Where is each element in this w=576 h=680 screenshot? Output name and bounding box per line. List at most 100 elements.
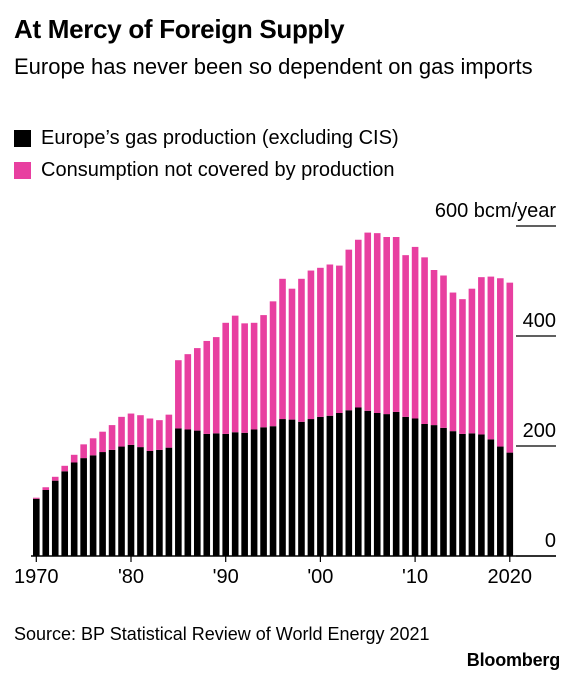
bar-gap-1982 (146, 418, 154, 451)
bar-production-1986 (184, 429, 192, 556)
y-tick-label-600: 600 bcm/year (435, 200, 557, 222)
bar-production-2005 (364, 410, 372, 556)
bar-production-2002 (336, 413, 343, 556)
legend-swatch-production (14, 129, 31, 147)
bar-gap-1993 (250, 322, 258, 430)
bar-production-2011 (421, 424, 428, 556)
bar-production-1971 (42, 490, 50, 556)
bar-gap-2019 (497, 278, 504, 447)
bar-production-1985 (175, 428, 182, 556)
bar-gap-1973 (61, 465, 69, 472)
bar-gap-2001 (326, 264, 334, 416)
bar-production-1974 (70, 462, 78, 556)
bar-production-1995 (269, 426, 277, 556)
bar-gap-2008 (392, 237, 400, 412)
bar-gap-2011 (421, 257, 428, 424)
source-note: Source: BP Statistical Review of World E… (14, 624, 430, 644)
bar-production-1970 (33, 498, 40, 556)
bar-production-2010 (411, 418, 419, 556)
bar-gap-2004 (354, 239, 362, 408)
bar-gap-1984 (165, 414, 173, 448)
x-tick-label-2010: '10 (402, 566, 428, 588)
bar-production-2013 (440, 427, 447, 556)
bar-gap-1978 (108, 425, 116, 450)
bar-production-1983 (156, 449, 163, 556)
bar-gap-2017 (478, 277, 485, 435)
x-tick-label-1970: 1970 (14, 566, 59, 588)
bar-production-1989 (212, 433, 220, 556)
bar-production-2008 (392, 411, 400, 556)
bar-production-2000 (317, 416, 324, 556)
bar-gap-2016 (468, 288, 476, 434)
legend-label-gap: Consumption not covered by production (41, 158, 395, 181)
bar-gap-2014 (449, 292, 457, 432)
bar-gap-2005 (364, 232, 372, 411)
bar-production-1996 (279, 419, 286, 556)
bar-gap-1997 (288, 288, 296, 420)
bar-gap-1977 (99, 431, 106, 453)
bar-gap-1991 (231, 315, 239, 433)
bar-production-2004 (354, 407, 362, 556)
bar-production-1994 (260, 427, 267, 556)
bar-production-1999 (307, 419, 315, 556)
y-tick-label-200: 200 (523, 420, 556, 442)
bar-gap-1971 (42, 487, 50, 490)
bar-production-2007 (383, 414, 390, 556)
bar-gap-1994 (260, 315, 267, 428)
bar-gap-1985 (175, 360, 182, 429)
bar-gap-2013 (440, 275, 447, 428)
legend-item-gap: Consumption not covered by production (14, 154, 399, 186)
bar-production-1973 (61, 471, 69, 556)
bar-production-1980 (127, 444, 135, 556)
bloomberg-logo: Bloomberg (466, 650, 560, 670)
stacked-bar-chart: 0 200 400 600 bcm/year 1970 '80 '90 '00 '10 2020 (14, 200, 557, 588)
legend: Europe’s gas production (excluding CIS) … (14, 122, 399, 186)
bar-gap-1974 (70, 454, 78, 463)
bar-gap-1972 (51, 476, 59, 481)
bar-production-2016 (468, 433, 476, 556)
bar-gap-1998 (298, 278, 305, 422)
bar-production-1976 (89, 455, 97, 556)
bar-production-2014 (449, 431, 457, 556)
bar-gap-1989 (212, 337, 220, 434)
bar-production-1997 (288, 419, 296, 556)
bar-gap-1983 (156, 420, 163, 450)
legend-swatch-gap (14, 161, 31, 179)
bar-production-1984 (165, 447, 173, 556)
bar-gap-1986 (184, 354, 192, 430)
chart-subtitle: Europe has never been so dependent on ga… (14, 54, 533, 79)
bar-gap-2020 (506, 282, 514, 453)
bar-gap-2003 (345, 249, 353, 411)
bar-gap-1995 (269, 301, 277, 427)
bar-production-2018 (487, 439, 495, 556)
bar-gap-2006 (373, 233, 381, 413)
bar-gap-2002 (336, 265, 343, 413)
bar-production-2017 (478, 434, 485, 556)
bar-production-1987 (193, 430, 201, 556)
y-tick-label-0: 0 (545, 530, 556, 552)
bar-production-2003 (345, 410, 353, 556)
bar-gap-1975 (80, 444, 87, 459)
x-tick-label-2000: '00 (307, 566, 333, 588)
bar-gap-1992 (241, 323, 248, 433)
bar-gap-1980 (127, 413, 135, 445)
bar-gap-1976 (89, 438, 97, 456)
bar-production-1988 (203, 433, 211, 556)
bar-production-1982 (146, 450, 154, 556)
bar-gap-2007 (383, 237, 390, 415)
bar-production-1979 (118, 446, 125, 556)
legend-item-production: Europe’s gas production (excluding CIS) (14, 122, 399, 154)
bar-production-2001 (326, 415, 334, 556)
x-tick-label-1980: '80 (118, 566, 144, 588)
bar-gap-2012 (430, 270, 438, 426)
bar-production-2012 (430, 425, 438, 556)
bar-production-1978 (108, 449, 116, 556)
legend-label-production: Europe’s gas production (excluding CIS) (41, 126, 399, 149)
bar-production-2020 (506, 452, 514, 556)
bar-production-1981 (137, 447, 144, 556)
bar-production-1998 (298, 421, 305, 556)
bar-gap-2018 (487, 276, 495, 440)
bar-production-1993 (250, 429, 258, 556)
x-tick-label-1990: '90 (213, 566, 239, 588)
bar-production-1990 (222, 433, 229, 556)
